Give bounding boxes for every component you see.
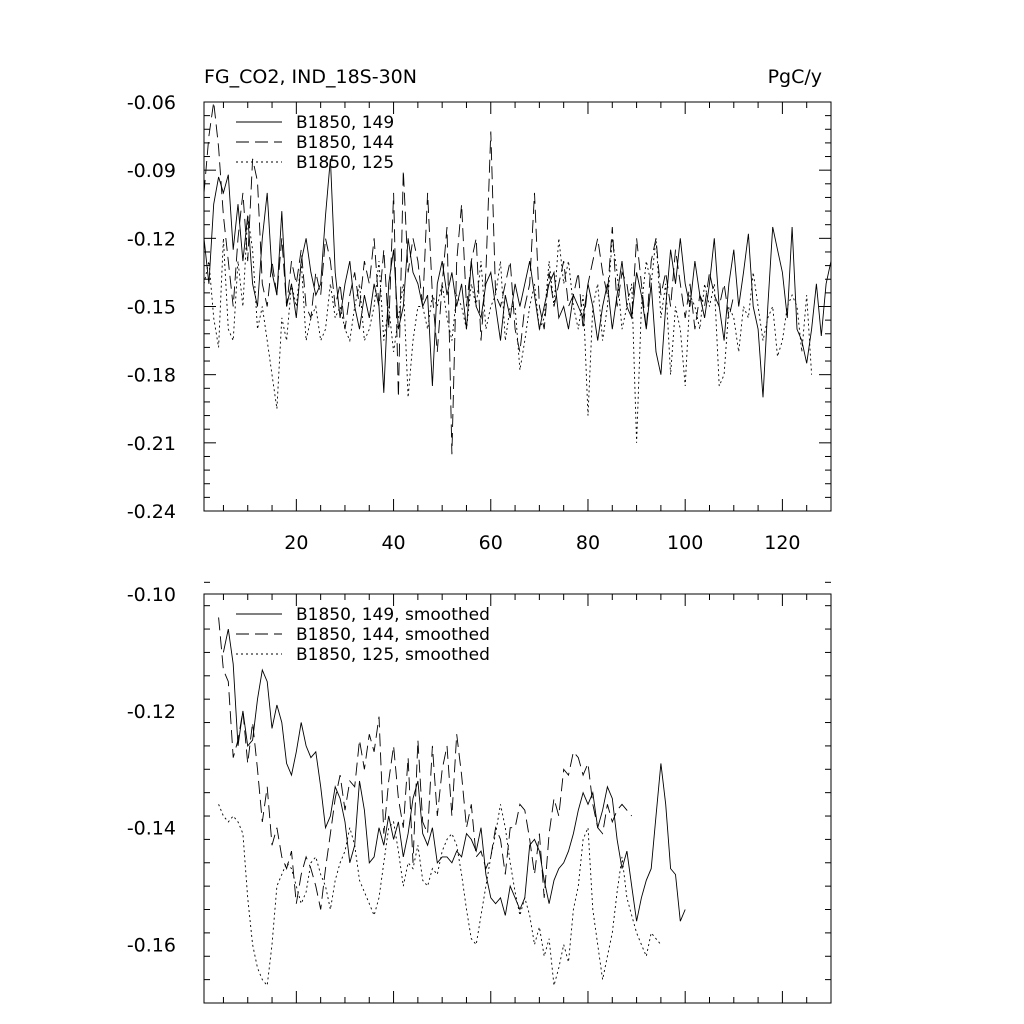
chart-title: FG_CO2, IND_18S-30N	[204, 66, 417, 88]
series-line	[204, 102, 735, 455]
y-tick-label: -0.15	[127, 297, 176, 319]
x-tick-label: 60	[479, 532, 503, 554]
y-tick-label: -0.18	[127, 365, 176, 387]
plot-frame	[203, 593, 832, 1004]
y-tick-label: -0.14	[127, 818, 176, 840]
x-tick-label: 20	[284, 532, 308, 554]
y-tick-label: -0.09	[127, 160, 176, 182]
legend-label: B1850, 125	[296, 153, 394, 173]
series-line	[222, 629, 686, 922]
x-tick-label: 120	[764, 532, 800, 554]
x-tick-label: 80	[576, 532, 600, 554]
bottom-panel: -0.10 -0.12 -0.14 -0.16 B1850, 149, smoothed…	[127, 581, 832, 1004]
y-tick-label: -0.12	[127, 701, 176, 723]
x-tick-label: 100	[667, 532, 703, 554]
legend-label: B1850, 125, smoothed	[296, 645, 490, 665]
x-tick-label: 40	[381, 532, 405, 554]
legend-label: B1850, 149	[296, 113, 394, 133]
legend-label: B1850, 149, smoothed	[296, 605, 490, 625]
y-tick-label: -0.16	[127, 935, 176, 957]
y-tick-label: -0.06	[127, 92, 176, 114]
series-line	[218, 804, 662, 987]
series-line	[204, 215, 813, 443]
y-tick-label: -0.12	[127, 228, 176, 250]
legend-label: B1850, 144	[296, 133, 394, 153]
y-tick-label: -0.21	[127, 433, 176, 455]
y-tick-label: -0.24	[127, 501, 176, 523]
series-line	[204, 158, 831, 398]
y-tick-label: -0.10	[127, 584, 176, 606]
series-line	[218, 617, 633, 910]
top-panel: 20 40 60 80 100 120 -0.06 -0.09 -0.12 -0.15 -0.18 -…	[127, 92, 832, 554]
chart-units: PgC/y	[768, 66, 822, 88]
legend-label: B1850, 144, smoothed	[296, 625, 490, 645]
